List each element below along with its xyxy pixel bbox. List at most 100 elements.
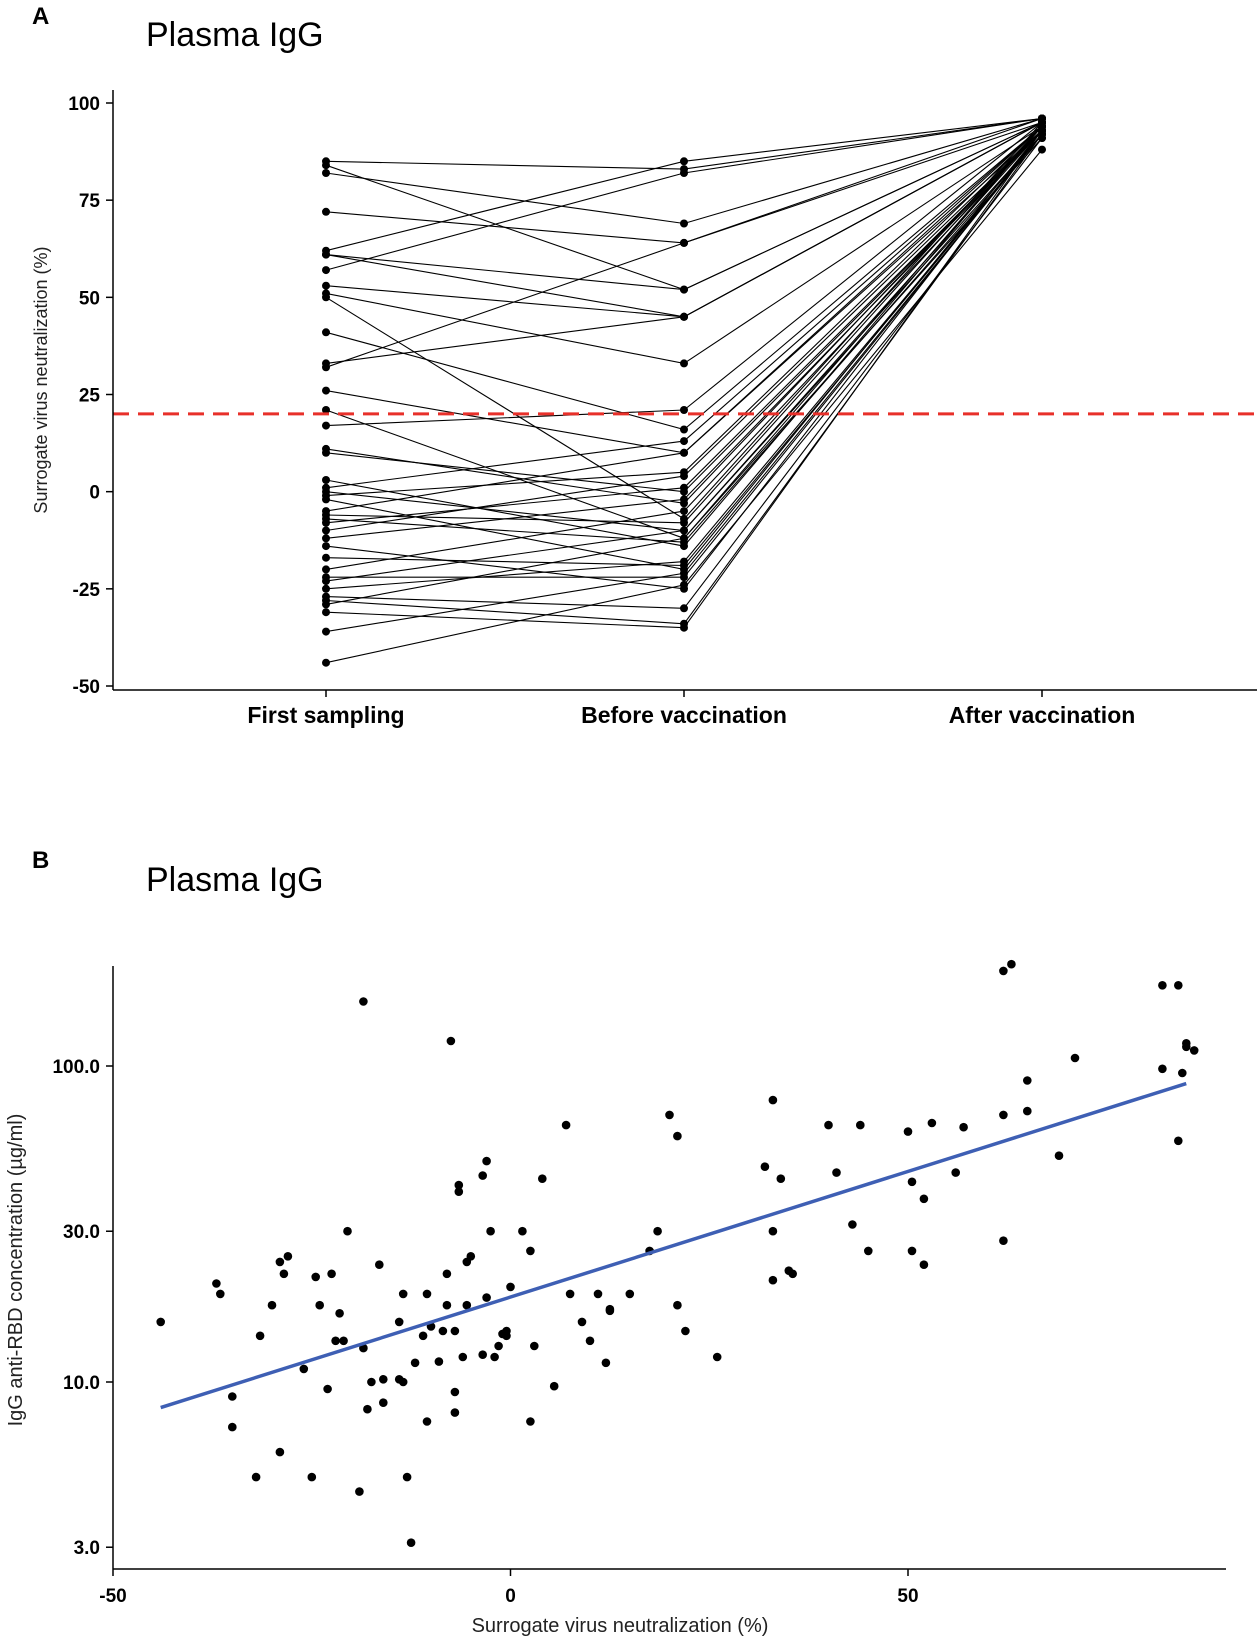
scatter-point (454, 1180, 464, 1190)
scatter-point (402, 1472, 412, 1482)
x-tick-label: -50 (99, 1586, 126, 1607)
scatter-point (903, 1127, 913, 1136)
data-point (322, 169, 330, 177)
scatter-point (267, 1300, 277, 1310)
scatter-point (275, 1447, 285, 1457)
scatter-point (526, 1417, 535, 1426)
data-point (322, 577, 330, 586)
y-tick-label: -25 (73, 580, 101, 601)
data-point (680, 359, 688, 368)
series-line (325, 133, 1043, 625)
category-label: First sampling (247, 702, 404, 728)
scatter-point (549, 1381, 559, 1391)
scatter-point (434, 1357, 444, 1366)
scatter-point (673, 1131, 682, 1141)
scatter-point (768, 1275, 778, 1285)
data-point (680, 483, 688, 492)
series-line (325, 117, 1043, 252)
y-tick-label: 0 (89, 483, 100, 504)
scatter-point (760, 1162, 770, 1171)
series-line (325, 129, 1043, 524)
data-point (680, 219, 688, 228)
scatter-point (864, 1246, 873, 1256)
data-point (680, 285, 688, 294)
scatter-point (343, 1226, 352, 1236)
category-label: After vaccination (949, 702, 1136, 728)
scatter-point (482, 1156, 491, 1166)
scatter-point (959, 1122, 968, 1132)
panel-b-y-axis-label: IgG anti-RBD concentration (µg/ml) (5, 1114, 27, 1427)
scatter-point (526, 1246, 535, 1256)
data-point (680, 623, 688, 632)
panel-b-y-ticks: 100.0 30.0 10.0 3.0 (52, 1057, 113, 1559)
scatter-point (398, 1377, 408, 1387)
scatter-point (379, 1398, 388, 1407)
panel-b-x-axis-label: Surrogate virus neutralization (%) (472, 1615, 769, 1637)
data-point (322, 250, 330, 259)
data-point (322, 406, 330, 414)
scatter-point (482, 1293, 491, 1302)
data-point (680, 518, 688, 527)
category-label: Before vaccination (581, 702, 787, 728)
data-point (322, 608, 330, 617)
scatter-point (307, 1472, 317, 1482)
scatter-point (494, 1341, 503, 1351)
series-line (325, 121, 1043, 291)
scatter-point (355, 1487, 364, 1496)
data-point (322, 281, 330, 290)
data-point (680, 238, 688, 247)
data-point (322, 293, 330, 302)
scatter-point (450, 1326, 460, 1336)
panel-a-title: Plasma IgG (146, 16, 324, 54)
scatter-point (577, 1317, 587, 1327)
data-point (322, 161, 330, 170)
data-point (322, 565, 330, 574)
scatter-point (367, 1377, 376, 1387)
data-point (680, 169, 688, 177)
scatter-point (216, 1289, 225, 1299)
data-point (322, 627, 330, 636)
y-tick-label: 50 (79, 288, 100, 309)
scatter-point (927, 1118, 937, 1128)
y-tick-label: 100.0 (52, 1057, 100, 1078)
scatter-point (398, 1289, 408, 1299)
regression-line (160, 1081, 1187, 1410)
scatter-point (593, 1289, 603, 1299)
data-point (1038, 145, 1046, 154)
data-point (680, 507, 688, 516)
scatter-point (681, 1326, 690, 1336)
scatter-point (1070, 1053, 1080, 1063)
scatter-point (919, 1194, 929, 1204)
scatter-point (331, 1336, 340, 1346)
scatter-point (212, 1279, 221, 1288)
data-point (680, 569, 688, 578)
scatter-point (768, 1095, 778, 1105)
scatter-point (712, 1352, 722, 1362)
data-point (322, 386, 330, 395)
scatter-point (446, 1036, 456, 1046)
scatter-point (1174, 981, 1183, 990)
scatter-point (379, 1375, 388, 1384)
data-point (322, 658, 330, 667)
scatter-point (458, 1352, 468, 1362)
scatter-point (486, 1226, 495, 1236)
scatter-point (251, 1472, 261, 1482)
scatter-point (907, 1177, 917, 1187)
scatter-point (665, 1110, 674, 1120)
scatter-point (856, 1120, 865, 1130)
scatter-point (919, 1260, 929, 1269)
scatter-point (605, 1306, 615, 1316)
data-point (680, 526, 688, 535)
scatter-point (450, 1408, 460, 1417)
scatter-point (442, 1269, 452, 1279)
scatter-point (585, 1336, 595, 1346)
data-point (322, 495, 330, 504)
panel-a-x-ticks: First sampling Before vaccination After va… (247, 690, 1135, 728)
panel-a-letter: A (32, 3, 49, 30)
scatter-point (323, 1384, 332, 1394)
data-point (680, 312, 688, 321)
scatter-point (1023, 1106, 1032, 1116)
scatter-point (999, 1236, 1008, 1245)
scatter-point (653, 1226, 662, 1236)
